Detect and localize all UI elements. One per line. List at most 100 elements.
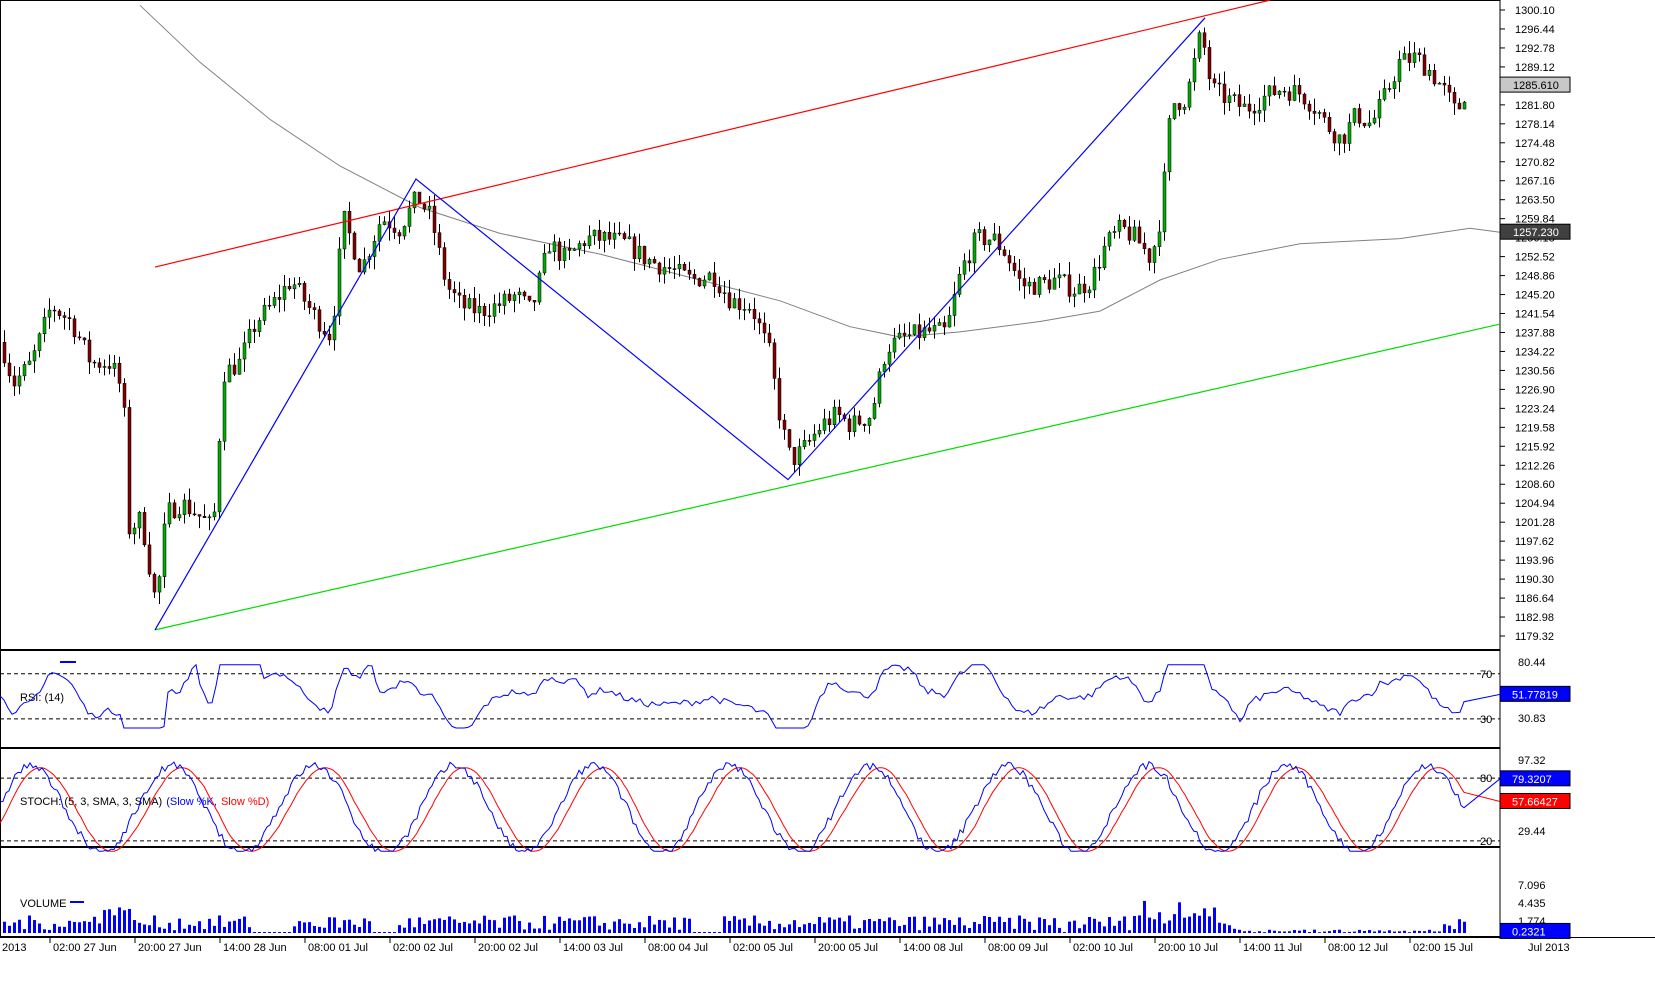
candle-body	[867, 418, 872, 426]
candle-body	[267, 304, 272, 307]
candle-body	[752, 308, 757, 320]
price-tick-label: 1197.62	[1515, 536, 1554, 548]
candle-body	[1417, 52, 1422, 55]
candle-body	[182, 499, 187, 515]
candle-body	[637, 245, 642, 259]
volume-bar	[713, 931, 716, 933]
volume-bar	[668, 927, 671, 933]
candle-body	[572, 248, 577, 251]
candle-body	[352, 232, 357, 260]
volume-bar	[188, 924, 191, 933]
volume-bar	[533, 928, 536, 933]
candle-body	[1212, 78, 1217, 84]
volume-bar	[543, 915, 546, 933]
candle-body	[107, 366, 112, 369]
candle-body	[227, 364, 232, 383]
volume-bar	[1443, 924, 1446, 933]
candle-body	[87, 339, 92, 363]
price-tick-label: 1241.54	[1515, 309, 1555, 321]
volume-bar	[953, 924, 956, 933]
volume-bar	[293, 926, 296, 933]
candle-body	[1137, 226, 1142, 244]
candle-body	[807, 440, 812, 442]
candle-body	[607, 232, 612, 240]
price-tick-label: 1270.82	[1515, 157, 1555, 169]
candle-body	[1042, 277, 1047, 280]
price-tick-label: 1234.22	[1515, 346, 1555, 358]
candle-body	[432, 205, 437, 233]
candle-body	[292, 284, 297, 290]
candle-body	[562, 247, 567, 261]
volume-bar	[1038, 917, 1041, 933]
candle-body	[1362, 122, 1367, 127]
volume-bar	[1318, 932, 1321, 933]
stoch-d-label: 57.66427	[1512, 796, 1558, 808]
candle-body	[1237, 94, 1242, 107]
candle-body	[862, 423, 867, 426]
volume-bar	[103, 910, 106, 933]
volume-bar	[688, 918, 691, 933]
volume-bar	[898, 926, 901, 933]
candle-body	[422, 203, 427, 210]
volume-bar	[148, 925, 151, 933]
volume-bar	[1133, 916, 1136, 933]
candle-body	[952, 294, 957, 316]
volume-bar	[48, 929, 51, 933]
candle-body	[887, 351, 892, 365]
candle-body	[617, 232, 622, 235]
volume-bar	[603, 922, 606, 933]
volume-bar	[158, 927, 161, 933]
volume-bar	[1198, 915, 1201, 933]
volume-title: VOLUME	[20, 898, 66, 910]
candle-body	[1242, 103, 1247, 107]
candle-body	[1157, 231, 1162, 247]
ma-line	[139, 4, 1501, 338]
candle-body	[492, 303, 497, 317]
candle-body	[257, 320, 262, 332]
candle-body	[1452, 92, 1457, 104]
candle-body	[687, 269, 692, 275]
candle-body	[527, 295, 532, 301]
ma-value-label: 1257.230	[1513, 227, 1559, 239]
volume-bar	[878, 918, 881, 933]
volume-bar	[203, 929, 206, 933]
volume-bar	[888, 917, 891, 933]
candle-body	[127, 407, 132, 535]
volume-bar	[868, 918, 871, 933]
volume-bar	[653, 924, 656, 933]
candle-body	[537, 272, 542, 303]
candle-body	[487, 315, 492, 317]
candle-body	[282, 286, 287, 300]
volume-bar	[683, 917, 686, 933]
svg-text:STOCH: (5, 3, SMA, 3, SMA)(Slo: STOCH: (5, 3, SMA, 3, SMA) (Slow %K, Slow …	[20, 796, 269, 808]
candle-body	[1302, 93, 1307, 105]
time-label: 02:00 15 Jul	[1413, 942, 1473, 954]
candle-body	[1272, 85, 1277, 95]
volume-bar	[358, 927, 361, 933]
rsi-tick-label: 80.44	[1518, 657, 1546, 669]
volume-bar	[1263, 932, 1266, 933]
candle-body	[502, 293, 507, 306]
volume-bar	[788, 924, 791, 933]
volume-bar	[223, 926, 226, 933]
candle-body	[682, 263, 687, 271]
candle-body	[727, 292, 732, 309]
candle-body	[847, 418, 852, 432]
candle-body	[412, 191, 417, 209]
volume-bar	[228, 921, 231, 933]
candle-body	[197, 514, 202, 517]
volume-bar	[948, 920, 951, 933]
volume-bar	[973, 921, 976, 933]
volume-bar	[1143, 900, 1146, 933]
volume-bar	[1098, 921, 1101, 933]
candle-body	[612, 232, 617, 240]
rsi-panel: RSI: (14) 80.44 30.83 70 30 51.77819	[0, 657, 1571, 729]
volume-bar	[1193, 913, 1196, 933]
candle-body	[1372, 117, 1377, 124]
volume-bar	[323, 927, 326, 933]
candle-body	[677, 263, 682, 270]
time-label: 08:00 01 Jul	[308, 942, 368, 954]
volume-bar	[573, 920, 576, 933]
volume-bar	[1463, 921, 1466, 933]
volume-bar	[263, 931, 266, 933]
